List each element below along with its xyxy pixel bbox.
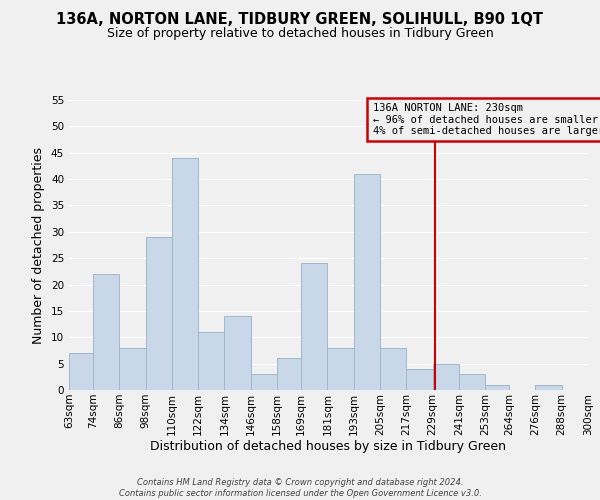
Text: 136A, NORTON LANE, TIDBURY GREEN, SOLIHULL, B90 1QT: 136A, NORTON LANE, TIDBURY GREEN, SOLIHU… — [56, 12, 544, 28]
Bar — [433, 364, 459, 390]
Text: Size of property relative to detached houses in Tidbury Green: Size of property relative to detached ho… — [107, 28, 493, 40]
Bar — [119, 348, 146, 390]
Bar — [328, 348, 353, 390]
Bar — [69, 353, 93, 390]
Bar — [353, 174, 380, 390]
Bar — [380, 348, 406, 390]
Bar — [277, 358, 301, 390]
Bar — [301, 264, 328, 390]
Bar — [172, 158, 198, 390]
Bar — [485, 384, 509, 390]
Bar — [251, 374, 277, 390]
Bar — [224, 316, 251, 390]
Y-axis label: Number of detached properties: Number of detached properties — [32, 146, 46, 344]
Bar — [198, 332, 224, 390]
Bar — [459, 374, 485, 390]
Bar — [406, 369, 433, 390]
Bar — [93, 274, 119, 390]
Bar — [535, 384, 562, 390]
X-axis label: Distribution of detached houses by size in Tidbury Green: Distribution of detached houses by size … — [151, 440, 506, 454]
Text: Contains HM Land Registry data © Crown copyright and database right 2024.
Contai: Contains HM Land Registry data © Crown c… — [119, 478, 481, 498]
Bar — [588, 384, 600, 390]
Bar — [146, 237, 172, 390]
Text: 136A NORTON LANE: 230sqm
← 96% of detached houses are smaller (230)
4% of semi-d: 136A NORTON LANE: 230sqm ← 96% of detach… — [373, 103, 600, 136]
